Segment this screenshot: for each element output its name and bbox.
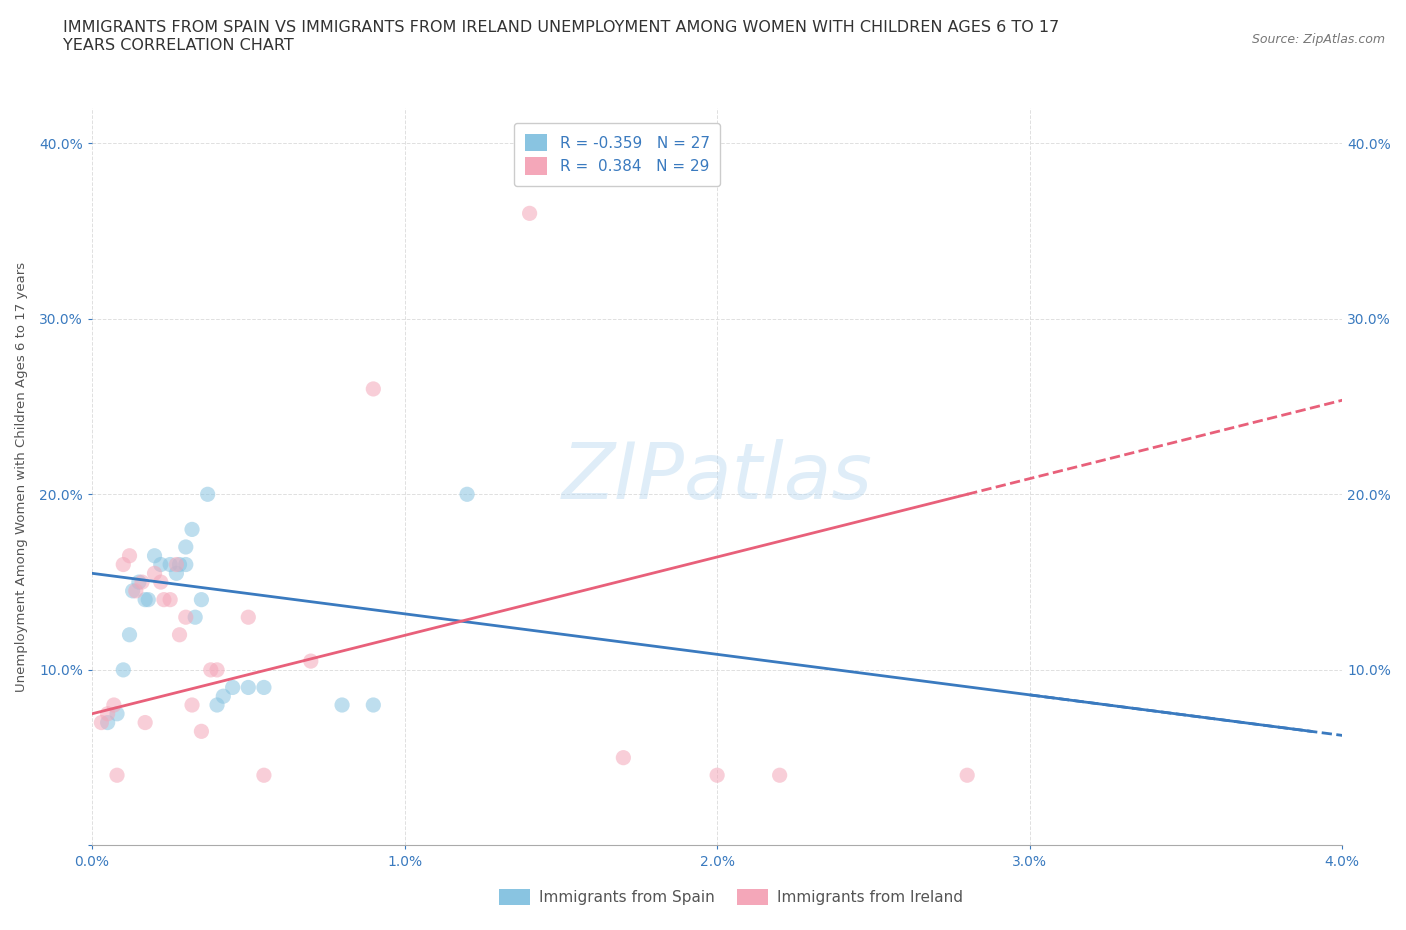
Point [143, 549, 166, 564]
Point [125, 583, 148, 598]
Point [299, 654, 322, 669]
Point [181, 698, 204, 712]
Point [131, 575, 153, 590]
Point [330, 698, 353, 712]
Point [190, 592, 212, 607]
Point [253, 680, 276, 695]
Point [174, 557, 197, 572]
Point [118, 628, 141, 643]
Point [197, 486, 219, 501]
Text: ZIPatlas: ZIPatlas [562, 439, 873, 514]
Point [134, 592, 156, 607]
Point [238, 680, 260, 695]
Point [456, 486, 478, 501]
Point [136, 592, 159, 607]
Point [121, 583, 143, 598]
Point [200, 662, 222, 677]
Point [97, 715, 120, 730]
Point [184, 610, 207, 625]
Legend: Immigrants from Spain, Immigrants from Ireland: Immigrants from Spain, Immigrants from I… [494, 883, 969, 911]
Point [134, 715, 156, 730]
Text: IMMIGRANTS FROM SPAIN VS IMMIGRANTS FROM IRELAND UNEMPLOYMENT AMONG WOMEN WITH C: IMMIGRANTS FROM SPAIN VS IMMIGRANTS FROM… [63, 20, 1060, 53]
Point [118, 549, 141, 564]
Point [253, 768, 276, 783]
Point [103, 698, 125, 712]
Point [363, 381, 385, 396]
Point [105, 768, 128, 783]
Point [149, 557, 172, 572]
Point [769, 768, 792, 783]
Point [143, 565, 166, 580]
Point [159, 557, 181, 572]
Point [519, 206, 541, 220]
Point [706, 768, 728, 783]
Point [97, 707, 120, 722]
Point [190, 724, 212, 738]
Point [112, 662, 135, 677]
Point [165, 557, 187, 572]
Point [112, 557, 135, 572]
Legend: R = -0.359   N = 27, R =  0.384   N = 29: R = -0.359 N = 27, R = 0.384 N = 29 [513, 123, 720, 186]
Point [169, 628, 191, 643]
Point [612, 751, 634, 765]
Point [153, 592, 176, 607]
Point [169, 557, 191, 572]
Point [205, 698, 228, 712]
Y-axis label: Unemployment Among Women with Children Ages 6 to 17 years: Unemployment Among Women with Children A… [15, 261, 28, 692]
Point [205, 662, 228, 677]
Point [238, 610, 260, 625]
Point [105, 707, 128, 722]
Point [149, 575, 172, 590]
Point [363, 698, 385, 712]
Point [159, 592, 181, 607]
Point [212, 689, 235, 704]
Point [956, 768, 979, 783]
Text: Source: ZipAtlas.com: Source: ZipAtlas.com [1251, 33, 1385, 46]
Point [174, 539, 197, 554]
Point [174, 610, 197, 625]
Point [90, 715, 112, 730]
Point [165, 565, 187, 580]
Point [181, 522, 204, 537]
Point [221, 680, 243, 695]
Point [128, 575, 150, 590]
